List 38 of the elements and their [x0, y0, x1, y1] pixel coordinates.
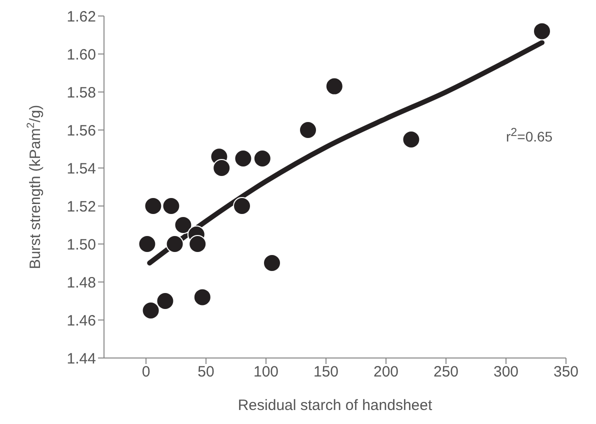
point — [193, 288, 212, 306]
point — [253, 150, 272, 168]
x-tick-label: 100 — [253, 364, 279, 381]
x-tick-label: 0 — [142, 364, 150, 381]
y-tick-label: 1.48 — [66, 274, 96, 292]
point — [299, 121, 317, 139]
point — [263, 254, 281, 272]
point — [325, 77, 344, 96]
point — [142, 302, 160, 320]
y-tick-label: 1.52 — [66, 198, 96, 216]
y-tick-label: 1.44 — [66, 350, 96, 368]
point — [233, 197, 251, 215]
point — [174, 216, 192, 234]
point — [166, 235, 184, 253]
x-axis-title: Residual starch of handsheet — [238, 397, 433, 414]
y-tick-label: 1.58 — [66, 84, 96, 102]
x-tick-label: 200 — [373, 364, 399, 381]
y-tick-label: 1.54 — [66, 160, 96, 178]
point — [162, 197, 180, 215]
point — [234, 150, 252, 168]
y-tick-label: 1.60 — [66, 46, 96, 64]
y-tick-label: 1.46 — [66, 312, 96, 330]
point — [212, 159, 231, 177]
point — [156, 292, 174, 310]
y-tick-label: 1.50 — [66, 236, 96, 254]
point — [188, 235, 207, 253]
x-tick-label: 300 — [493, 364, 519, 381]
y-tick-label: 1.56 — [66, 122, 96, 140]
x-tick-label: 250 — [433, 364, 459, 381]
x-tick-label: 350 — [553, 364, 579, 381]
point — [144, 197, 162, 215]
point — [138, 235, 156, 253]
point — [533, 22, 551, 40]
y-tick-label: 1.62 — [66, 8, 96, 26]
x-tick-label: 50 — [198, 364, 214, 381]
x-tick-label: 150 — [313, 364, 339, 381]
annotation: r$^{2}$=0.65 — [506, 126, 553, 145]
point — [402, 130, 420, 148]
